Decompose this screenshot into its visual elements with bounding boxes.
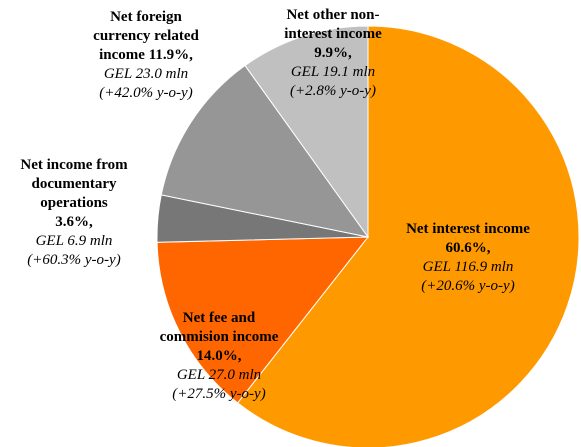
amount-label: GEL 19.1 mln — [290, 64, 376, 80]
category-label: Net foreign currency related income — [93, 9, 199, 63]
category-label: Net income from documentary operations — [20, 157, 128, 211]
slice-label: Net income from documentary operations 3… — [20, 156, 128, 270]
slice-label: Net foreign currency related income 11.9… — [80, 8, 212, 103]
value-label: 3.6%, — [55, 214, 93, 230]
category-label: Net fee and commision income — [159, 310, 279, 345]
category-label: Net other non-interest income — [284, 7, 382, 42]
change-label: (+42.0% y-o-y) — [99, 85, 193, 101]
value-label: 9.9%, — [314, 45, 352, 61]
pie-slice — [244, 25, 369, 239]
change-label: (+2.8% y-o-y) — [290, 83, 376, 99]
category-label: Net interest income — [406, 221, 530, 237]
pie-slice — [160, 64, 370, 238]
value-label: 11.9%, — [148, 47, 193, 63]
value-label: 14.0%, — [196, 348, 242, 364]
amount-label: GEL 6.9 mln — [35, 233, 113, 249]
slice-label: Net fee and commision income 14.0%, GEL 2… — [150, 309, 288, 404]
change-label: (+60.3% y-o-y) — [27, 252, 121, 268]
amount-label: GEL 23.0 mln — [103, 66, 189, 82]
slice-label: Net other non-interest income 9.9%, GEL 1… — [268, 6, 398, 101]
change-label: (+20.6% y-o-y) — [421, 278, 515, 294]
pie-slice — [156, 236, 370, 404]
amount-label: GEL 27.0 mln — [176, 367, 262, 383]
amount-label: GEL 116.9 mln — [422, 259, 514, 275]
slice-label: Net interest income 60.6%, GEL 116.9 mln (… — [393, 220, 543, 296]
value-label: 60.6%, — [445, 240, 491, 256]
change-label: (+27.5% y-o-y) — [172, 386, 266, 402]
